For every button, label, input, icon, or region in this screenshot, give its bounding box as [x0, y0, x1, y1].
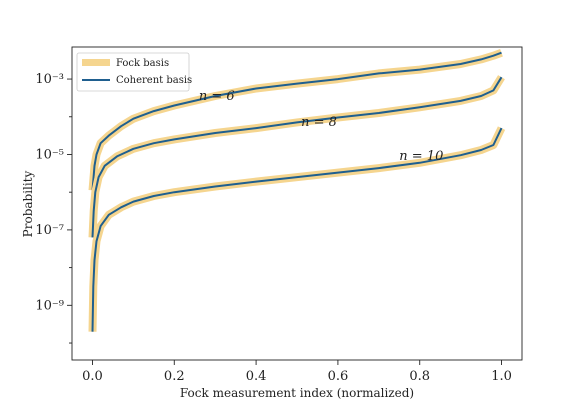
- curve-annotation-1: n = 8: [301, 115, 337, 130]
- x-tick-label: 0.4: [246, 369, 267, 384]
- x-tick-label: 1.0: [491, 369, 512, 384]
- plot-frame: [71, 46, 523, 361]
- x-tick-label: 0.2: [164, 369, 185, 384]
- y-tick-label: 10⁻⁵: [35, 147, 64, 162]
- x-tick-label: 0.8: [409, 369, 430, 384]
- y-axis-ticks: 10⁻⁹ 10⁻⁷ 10⁻⁵ 10⁻³: [35, 72, 72, 344]
- y-tick-label: 10⁻⁹: [35, 298, 64, 313]
- legend-label-coherent: Coherent basis: [116, 75, 192, 86]
- coherent-basis-curve-2: [91, 127, 503, 332]
- curve-annotation-0: n = 6: [199, 89, 235, 104]
- curve-annotation-2: n = 10: [399, 149, 443, 164]
- x-axis-ticks: 0.0 0.2 0.4 0.6 0.8 1.0: [82, 360, 512, 384]
- y-tick-label: 10⁻³: [35, 72, 64, 87]
- x-axis-label: Fock measurement index (normalized): [180, 386, 414, 400]
- y-tick-label: 10⁻⁷: [35, 223, 64, 238]
- legend: Fock basis Coherent basis: [76, 52, 192, 92]
- y-axis-label: Probability: [21, 170, 35, 237]
- x-tick-label: 0.6: [328, 369, 349, 384]
- coherent-basis-curve-0: [91, 51, 502, 191]
- curve-annotations: n = 6 n = 8 n = 10: [199, 89, 444, 164]
- coherent-basis-curve-1: [91, 76, 503, 238]
- x-tick-label: 0.0: [82, 369, 103, 384]
- legend-swatch-fock: [82, 59, 110, 66]
- legend-label-fock: Fock basis: [116, 58, 169, 69]
- curves-layer: [88, 48, 506, 332]
